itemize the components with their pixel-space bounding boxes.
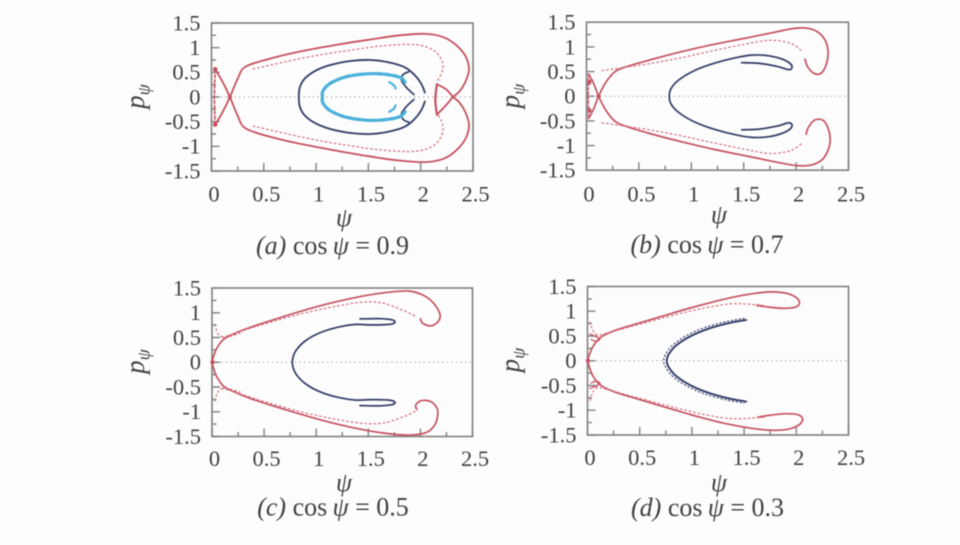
svg-text:0: 0 bbox=[190, 350, 201, 375]
svg-text:0: 0 bbox=[583, 182, 594, 207]
svg-text:0.5: 0.5 bbox=[548, 323, 576, 348]
svg-text:1.5: 1.5 bbox=[172, 10, 200, 35]
svg-text:(a) cos ψ = 0.9: (a) cos ψ = 0.9 bbox=[256, 231, 409, 260]
svg-text:0: 0 bbox=[208, 182, 219, 207]
svg-text:-0.5: -0.5 bbox=[165, 109, 201, 134]
svg-text:1: 1 bbox=[689, 445, 700, 470]
svg-text:-0.5: -0.5 bbox=[165, 374, 201, 399]
svg-text:1: 1 bbox=[313, 446, 324, 471]
svg-text:1: 1 bbox=[313, 182, 324, 207]
svg-text:2.5: 2.5 bbox=[461, 446, 489, 471]
svg-text:2: 2 bbox=[417, 446, 428, 471]
svg-text:0.5: 0.5 bbox=[252, 182, 280, 207]
svg-text:(b) cos ψ = 0.7: (b) cos ψ = 0.7 bbox=[630, 230, 783, 259]
svg-text:-1.5: -1.5 bbox=[165, 158, 201, 183]
svg-text:(d) cos ψ = 0.3: (d) cos ψ = 0.3 bbox=[631, 493, 784, 522]
svg-text:-1.5: -1.5 bbox=[540, 158, 576, 183]
svg-text:2: 2 bbox=[418, 182, 429, 207]
svg-text:-1: -1 bbox=[182, 134, 201, 159]
svg-text:0: 0 bbox=[565, 348, 576, 373]
svg-text:1.5: 1.5 bbox=[357, 182, 385, 207]
svg-text:0.5: 0.5 bbox=[173, 325, 201, 350]
svg-text:ψ: ψ bbox=[336, 468, 353, 497]
svg-text:-1: -1 bbox=[557, 133, 576, 158]
svg-text:0.5: 0.5 bbox=[172, 60, 200, 85]
svg-text:0: 0 bbox=[209, 446, 220, 471]
svg-text:ψ: ψ bbox=[711, 200, 728, 229]
svg-text:1: 1 bbox=[565, 299, 576, 324]
svg-text:(c) cos ψ = 0.5: (c) cos ψ = 0.5 bbox=[257, 493, 409, 522]
svg-text:2.5: 2.5 bbox=[837, 445, 865, 470]
svg-text:1.5: 1.5 bbox=[547, 10, 575, 35]
svg-text:0: 0 bbox=[584, 445, 595, 470]
svg-text:0.5: 0.5 bbox=[627, 182, 655, 207]
svg-text:-0.5: -0.5 bbox=[540, 108, 576, 133]
svg-text:1.5: 1.5 bbox=[357, 446, 385, 471]
svg-text:2: 2 bbox=[793, 182, 804, 207]
svg-text:0.5: 0.5 bbox=[253, 446, 281, 471]
svg-text:1.5: 1.5 bbox=[733, 445, 761, 470]
svg-text:pψ: pψ bbox=[495, 347, 529, 375]
svg-text:1: 1 bbox=[564, 34, 575, 59]
svg-text:1: 1 bbox=[189, 35, 200, 60]
svg-text:2.5: 2.5 bbox=[461, 182, 489, 207]
svg-text:2.5: 2.5 bbox=[837, 182, 865, 207]
svg-text:0.5: 0.5 bbox=[547, 59, 575, 84]
svg-text:1.5: 1.5 bbox=[173, 275, 201, 300]
svg-text:1: 1 bbox=[190, 300, 201, 325]
svg-text:-1.5: -1.5 bbox=[541, 422, 577, 447]
svg-text:-0.5: -0.5 bbox=[541, 373, 577, 398]
svg-text:0: 0 bbox=[189, 84, 200, 109]
svg-text:-1.5: -1.5 bbox=[165, 424, 201, 449]
svg-text:1: 1 bbox=[688, 182, 699, 207]
svg-text:1.5: 1.5 bbox=[548, 274, 576, 299]
svg-text:-1: -1 bbox=[558, 398, 577, 423]
svg-text:-1: -1 bbox=[182, 399, 201, 424]
svg-text:ψ: ψ bbox=[711, 468, 728, 497]
svg-text:ψ: ψ bbox=[336, 203, 353, 232]
svg-text:1.5: 1.5 bbox=[732, 182, 760, 207]
svg-text:2: 2 bbox=[793, 445, 804, 470]
svg-text:0: 0 bbox=[564, 84, 575, 109]
svg-text:0.5: 0.5 bbox=[628, 445, 656, 470]
